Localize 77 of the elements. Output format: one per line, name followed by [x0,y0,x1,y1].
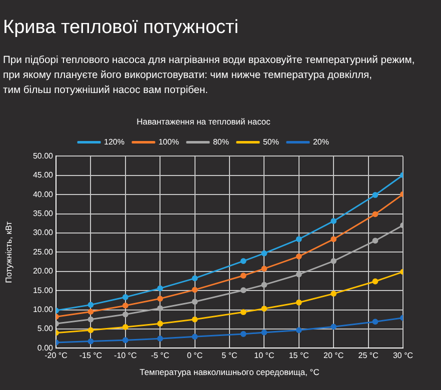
y-tick-label: 10.00 [32,305,54,314]
point [296,236,302,242]
point [157,285,164,292]
point [261,266,268,272]
point [240,272,246,279]
point [88,308,94,315]
point [122,337,128,344]
y-tick-label: 35.00 [32,209,54,218]
point [157,336,164,342]
x-tick-label: 5 °C [222,351,238,360]
y-tick-label: 40.00 [32,190,54,199]
x-tick-label: 30 °C [392,351,414,360]
y-tick-label: 20.00 [32,266,54,276]
point [192,275,198,282]
point [296,272,302,278]
point [192,334,198,340]
point [296,300,302,306]
x-tick-label: 20 °C [324,351,344,360]
point [330,218,337,224]
x-tick-label: 10 °C [254,351,274,360]
point [240,331,246,337]
legend-label: 20% [312,137,329,146]
point [88,338,94,344]
point [372,278,378,284]
point [240,309,246,316]
point [372,318,378,325]
x-tick-label: -20 °C [44,351,68,360]
point [261,250,268,256]
point [330,290,337,297]
point [157,305,164,312]
x-tick-label: 25 °C [358,351,379,360]
point [88,316,94,322]
point [192,298,198,305]
y-tick-label: 0.00 [37,343,54,352]
point [261,282,268,288]
y-tick-label: 15.00 [32,286,54,295]
point [122,294,128,300]
point [122,324,128,330]
x-tick-label: 0 °C [186,351,203,360]
y-tick-label: 5.00 [37,324,54,334]
y-tick-label: 25.00 [32,247,54,256]
legend-label: 120% [104,137,124,146]
legend-label: 50% [262,137,279,146]
point [372,238,378,244]
legend-title: Навантаження на тепловий насос [136,116,272,127]
point [122,311,128,318]
x-tick-label: 15 °C [288,351,310,360]
point [261,330,268,336]
y-axis-title: Потужність, кВт [3,221,14,283]
point [157,320,164,327]
point [261,306,268,312]
point [330,324,337,330]
point [192,316,198,322]
legend-label: 80% [212,137,229,146]
chart-title: Крива теплової потужності [3,17,238,39]
point [192,286,198,293]
point [88,302,94,308]
legend-label: 100% [158,137,179,146]
x-tick-label: -15 °C [79,351,102,360]
x-axis-title: Температура навколишнього середовища, °C [140,367,320,378]
point [122,302,128,309]
chart-subtitle: При підборі теплового насоса для нагрівання води враховуйте температурний режим, при якому плануєте його використовувати: чим нижче температура довкілля, тим більш потужніший насос вам потрібен. [3,54,415,98]
point [296,327,302,334]
point [330,258,337,264]
point [372,192,378,198]
y-tick-label: 45.00 [32,170,54,180]
point [296,253,302,260]
point [372,211,378,218]
point [240,287,246,294]
x-tick-label: -5 °C [150,351,170,360]
point [157,296,164,302]
y-tick-label: 30.00 [32,228,54,238]
point [240,258,246,264]
x-tick-label: -10 °C [114,351,137,360]
point [88,327,94,334]
y-tick-label: 50.00 [32,151,54,160]
point [330,236,337,242]
